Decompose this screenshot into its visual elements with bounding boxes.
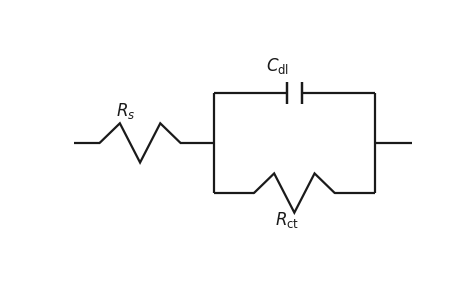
Text: $R_s$: $R_s$ xyxy=(116,101,135,121)
Text: $R_{\rm ct}$: $R_{\rm ct}$ xyxy=(275,210,299,230)
Text: $C_{\rm dl}$: $C_{\rm dl}$ xyxy=(266,56,290,76)
